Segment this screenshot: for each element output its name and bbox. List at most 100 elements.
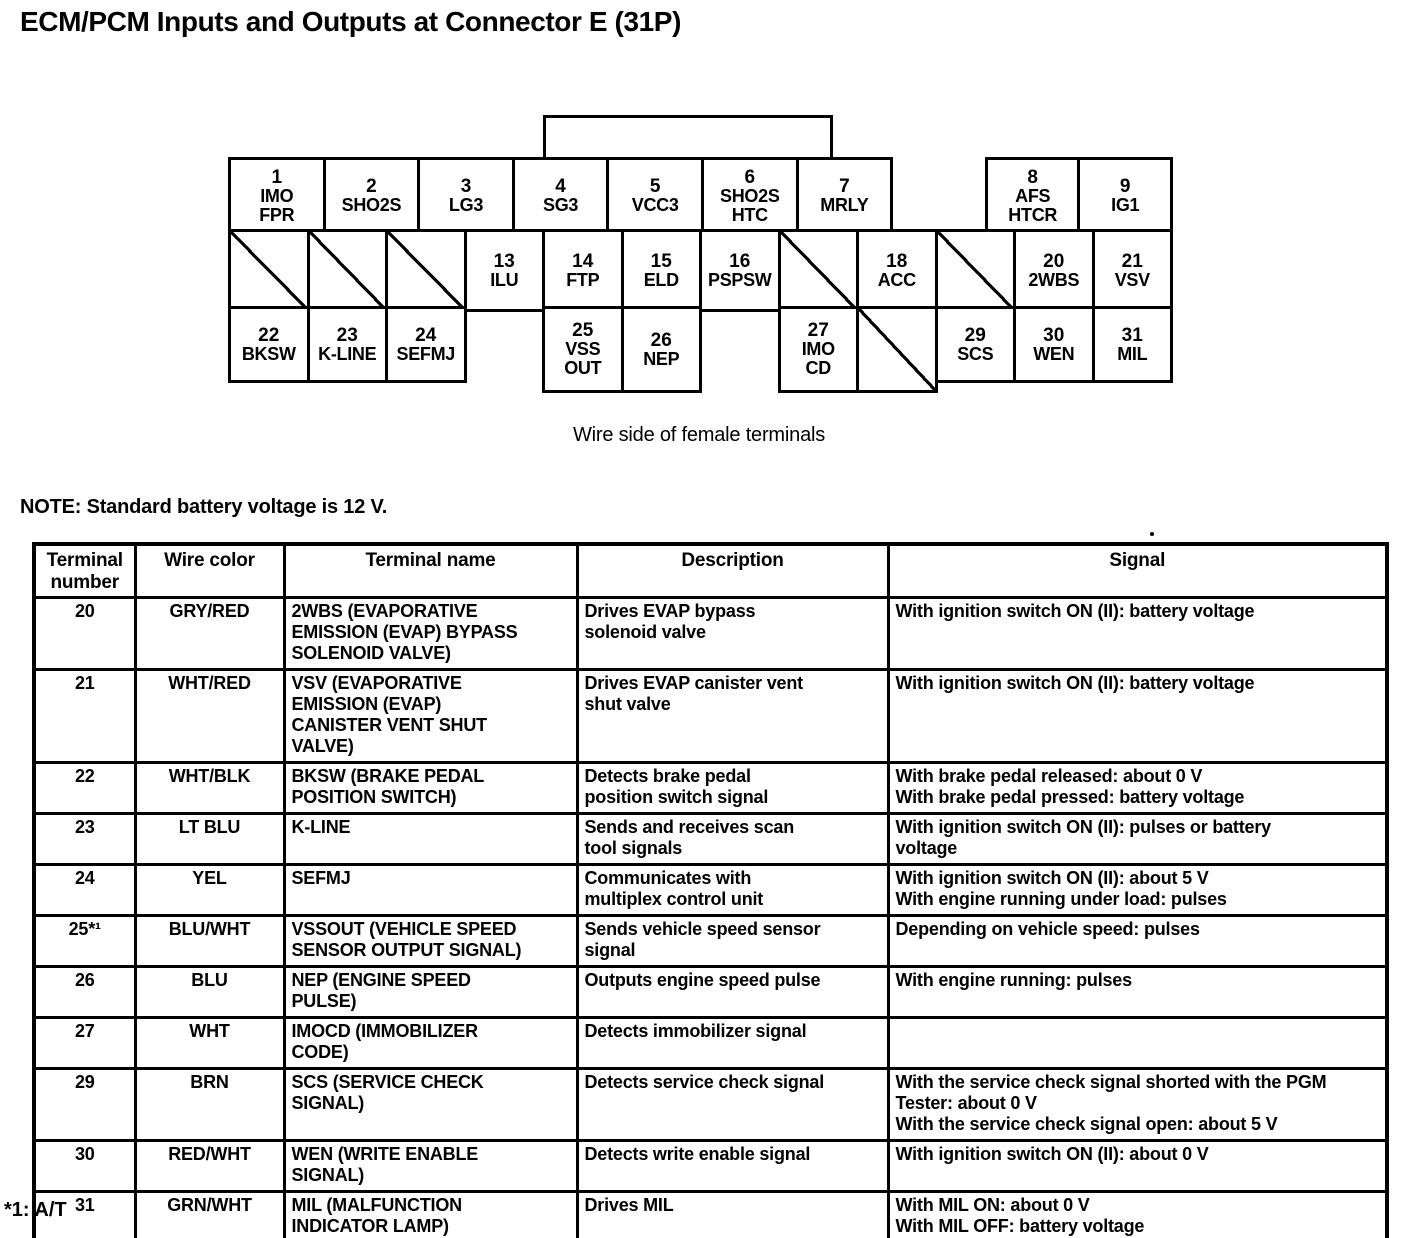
connector-gap — [699, 306, 781, 383]
pin-label: IG1 — [1111, 195, 1140, 215]
connector-pin-31: 31 MIL — [1091, 306, 1173, 383]
connector-pin-24: 24 SEFMJ — [385, 306, 467, 383]
pin-label: VSV — [1114, 269, 1150, 290]
pin-label: SEFMJ — [396, 343, 455, 364]
wire-color: BLU — [133, 965, 286, 1019]
terminal-row-30: 30 RED/WHT WEN (WRITE ENABLE SIGNAL) Detect… — [32, 1139, 1389, 1193]
pin-label: BKSW — [241, 343, 296, 364]
pin-number: 22 — [258, 324, 280, 346]
pin-label: VCC3 — [631, 195, 679, 215]
column-header: Description — [575, 542, 890, 599]
signal: With the service check signal shorted wi… — [886, 1067, 1389, 1142]
pin-number: 6 — [744, 166, 756, 188]
pin-number: 31 — [1121, 324, 1143, 346]
connector-pin-4: 4 SG3 — [511, 157, 610, 235]
signal: With engine running: pulses — [886, 965, 1389, 1019]
signal: Depending on vehicle speed: pulses — [886, 914, 1389, 968]
terminal-row-25: 25*¹ BLU/WHT VSSOUT (VEHICLE SPEED SENSOR … — [32, 914, 1389, 968]
terminal-number: 21 — [32, 668, 137, 764]
connector-pin-8: 8 AFS HTCR — [984, 157, 1081, 235]
pin-number: 29 — [964, 324, 986, 346]
pin-label: FTP — [566, 269, 600, 290]
connector-pin-25: 25 VSS OUT — [542, 306, 624, 393]
signal: With ignition switch ON (II): pulses or … — [886, 812, 1389, 866]
pin-number: 27 — [807, 320, 829, 341]
pin-label: SHO2S — [341, 195, 402, 215]
pin-number: 26 — [650, 329, 672, 351]
terminal-name: VSSOUT (VEHICLE SPEED SENSOR OUTPUT SIGN… — [282, 914, 579, 968]
connector-pin-27: 27 IMO CD — [777, 306, 859, 393]
pin-number: 5 — [649, 176, 661, 197]
pin-number: 7 — [839, 176, 850, 197]
connector-pin-16: 16 PSPSW — [699, 229, 781, 312]
wire-color: LT BLU — [133, 812, 286, 866]
description: Detects write enable signal — [575, 1139, 890, 1193]
wire-color: YEL — [133, 863, 286, 917]
terminal-row-20: 20 GRY/RED 2WBS (EVAPORATIVE EMISSION (EVA… — [32, 596, 1389, 671]
terminal-name: 2WBS (EVAPORATIVE EMISSION (EVAP) BYPASS… — [282, 596, 579, 671]
pin-number: 13 — [493, 250, 515, 272]
wire-color: RED/WHT — [133, 1139, 286, 1193]
signal: With ignition switch ON (II): battery vo… — [886, 668, 1389, 764]
pin-number: 3 — [460, 176, 472, 197]
wire-color: WHT — [133, 1016, 286, 1070]
pin-label: SG3 — [543, 195, 579, 215]
connector-pin-18: 18 ACC — [856, 229, 938, 312]
pin-label: FPR — [259, 204, 295, 225]
connector-pin-2: 2 SHO2S — [322, 157, 421, 235]
connector-pin-7: 7 MRLY — [795, 157, 894, 235]
description: Drives EVAP bypass solenoid valve — [575, 596, 890, 671]
pin-label: ELD — [643, 269, 679, 290]
pin-number: 24 — [415, 324, 437, 346]
pin-label: AFS — [1015, 185, 1051, 206]
connector-blank-cell — [934, 229, 1016, 312]
pin-label: VSS — [565, 339, 601, 359]
description: Drives MIL — [575, 1190, 890, 1238]
terminal-number: 22 — [32, 761, 137, 815]
battery-voltage-note: NOTE: Standard battery voltage is 12 V. — [20, 496, 388, 518]
description: Sends vehicle speed sensor signal — [575, 914, 890, 968]
terminal-name: NEP (ENGINE SPEED PULSE) — [282, 965, 579, 1019]
pin-number: 15 — [650, 250, 672, 272]
signal: With MIL ON: about 0 V With MIL OFF: bat… — [886, 1190, 1389, 1238]
wire-color: WHT/BLK — [133, 761, 286, 815]
terminal-number: 24 — [32, 863, 137, 917]
pin-label: MRLY — [820, 195, 869, 215]
pin-label: ILU — [490, 269, 519, 290]
description: Detects service check signal — [575, 1067, 890, 1142]
connector-blank-cell — [306, 229, 388, 312]
connector-pin-6: 6 SHO2S HTC — [700, 157, 799, 235]
description: Detects immobilizer signal — [575, 1016, 890, 1070]
terminal-row-29: 29 BRN SCS (SERVICE CHECK SIGNAL) Detects s… — [32, 1067, 1389, 1142]
pin-label: LG3 — [448, 195, 484, 215]
pin-number: 18 — [886, 250, 908, 272]
description: Sends and receives scan tool signals — [575, 812, 890, 866]
signal: With ignition switch ON (II): about 5 V … — [886, 863, 1389, 917]
pin-number: 25 — [572, 320, 594, 341]
connector-gap — [464, 306, 546, 383]
terminal-name: SEFMJ — [282, 863, 579, 917]
terminal-row-31: 31 GRN/WHT MIL (MALFUNCTION INDICATOR LAMP… — [32, 1190, 1389, 1238]
terminal-name: SCS (SERVICE CHECK SIGNAL) — [282, 1067, 579, 1142]
wire-color: WHT/RED — [133, 668, 286, 764]
terminal-row-26: 26 BLU NEP (ENGINE SPEED PULSE) Outputs eng… — [32, 965, 1389, 1019]
terminal-number: 26 — [32, 965, 137, 1019]
connector-blank-cell — [228, 229, 310, 312]
table-header-row: Terminal number Wire color Terminal name De… — [32, 542, 1389, 599]
pin-label: MIL — [1117, 343, 1148, 364]
connector-blank-cell — [777, 229, 859, 312]
description: Communicates with multiplex control unit — [575, 863, 890, 917]
column-header: Terminal number — [32, 542, 137, 599]
pin-number: 8 — [1027, 166, 1038, 188]
terminal-name: K-LINE — [282, 812, 579, 866]
pin-label: K-LINE — [318, 343, 377, 364]
terminal-name: WEN (WRITE ENABLE SIGNAL) — [282, 1139, 579, 1193]
signal: With ignition switch ON (II): about 0 V — [886, 1139, 1389, 1193]
connector-row-bottom: 22 BKSW 23 K-LINE 24 SEFMJ 25 VSS OUT 26 NEP 27 IMO C… — [228, 306, 1173, 393]
connector-pin-13: 13 ILU — [463, 229, 545, 312]
connector-blank-cell — [385, 229, 467, 312]
pin-label: IMO — [801, 339, 835, 359]
pin-label: NEP — [643, 348, 680, 369]
wire-color: GRN/WHT — [133, 1190, 286, 1238]
scan-speck — [1150, 532, 1154, 536]
